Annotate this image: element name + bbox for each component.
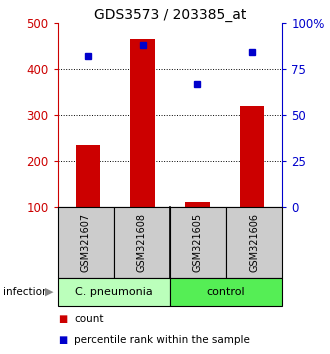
Text: GSM321605: GSM321605 — [193, 213, 203, 272]
Title: GDS3573 / 203385_at: GDS3573 / 203385_at — [94, 8, 246, 22]
Text: control: control — [207, 287, 246, 297]
Text: percentile rank within the sample: percentile rank within the sample — [74, 335, 250, 345]
Text: GSM321606: GSM321606 — [249, 213, 259, 272]
Text: infection: infection — [3, 287, 49, 297]
Text: GSM321607: GSM321607 — [81, 213, 91, 272]
Bar — [185, 202, 210, 207]
Bar — [240, 106, 264, 207]
Bar — [76, 145, 100, 207]
Text: ■: ■ — [58, 335, 67, 345]
Text: ▶: ▶ — [45, 287, 53, 297]
Text: count: count — [74, 314, 104, 324]
Text: GSM321608: GSM321608 — [137, 213, 147, 272]
Text: C. pneumonia: C. pneumonia — [75, 287, 153, 297]
Text: ■: ■ — [58, 314, 67, 324]
Bar — [130, 39, 155, 207]
